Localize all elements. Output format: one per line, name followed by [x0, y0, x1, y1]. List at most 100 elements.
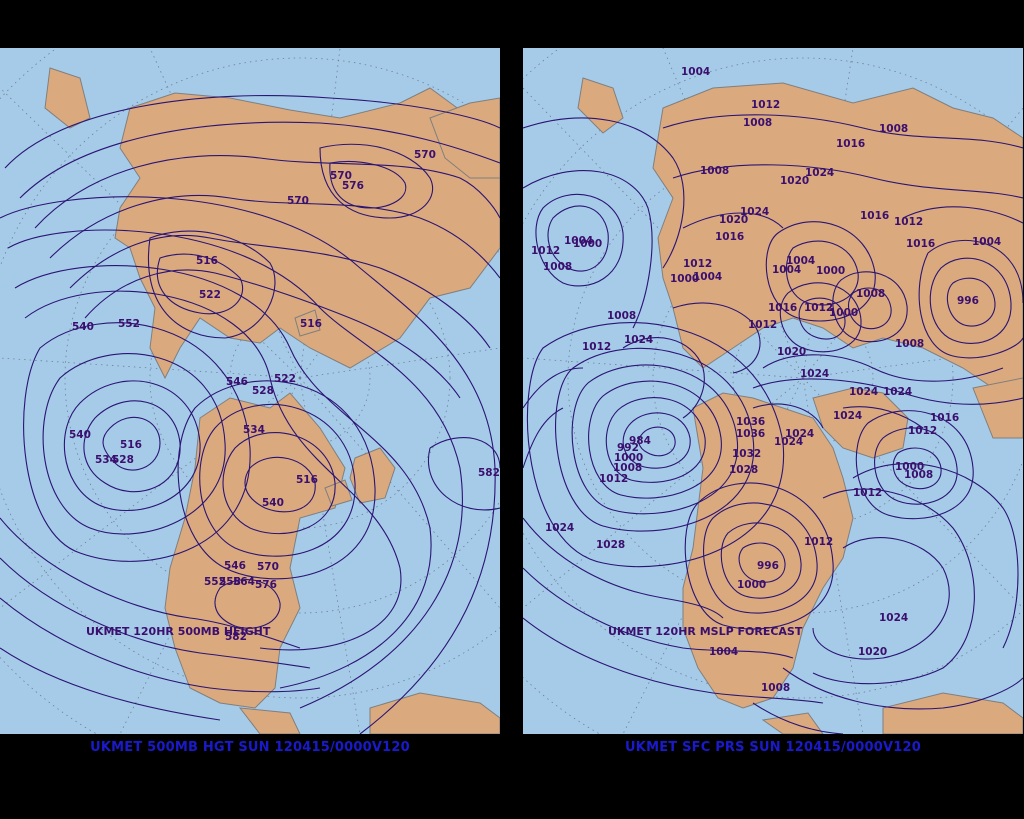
panel-caption: UKMET SFC PRS SUN 120415/0000V120 [625, 740, 921, 755]
contour-label: 558 [219, 576, 241, 588]
contour-label: 1008 [761, 682, 790, 694]
contour-label: 528 [252, 385, 274, 397]
contour-label: 546 [224, 560, 246, 572]
contour-label: 516 [296, 474, 318, 486]
landmasses [577, 77, 1023, 734]
contour-label: 1004 [681, 66, 710, 78]
contour-label: 1012 [751, 99, 780, 111]
contour-label: 1016 [768, 302, 797, 314]
contour-label: 570 [257, 561, 279, 573]
height-map-panel: 570 576 570 570 516 522 540 552 516 546 … [0, 0, 500, 819]
contour-label: 996 [757, 560, 779, 572]
height-labels: 570 576 570 570 516 522 540 552 516 546 … [69, 149, 500, 643]
contour-label: 1004 [786, 255, 815, 267]
pressure-map-panel: 1004 1012 1008 1008 1016 1008 1020 1024 … [523, 0, 1023, 819]
contour-label: 1012 [531, 245, 560, 257]
contour-label: 582 [478, 467, 500, 479]
contour-label: 552 [204, 576, 226, 588]
pressure-map: 1004 1012 1008 1008 1016 1008 1020 1024 … [523, 48, 1023, 734]
contour-label: 1012 [804, 536, 833, 548]
contour-label: 570 [414, 149, 436, 161]
contour-label: 1020 [719, 214, 748, 226]
contour-label: 1008 [904, 469, 933, 481]
contour-label: 1024 [879, 612, 908, 624]
contour-label: 1008 [743, 117, 772, 129]
contour-label: 1024 [849, 386, 878, 398]
contour-label: 996 [957, 295, 979, 307]
contour-label: 1012 [894, 216, 923, 228]
contour-label: 1016 [860, 210, 889, 222]
contour-label: 576 [342, 180, 364, 192]
contour-label: 1012 [908, 425, 937, 437]
contour-label: 1000 [614, 452, 643, 464]
contour-label: 576 [255, 579, 277, 591]
contour-label: 1004 [709, 646, 738, 658]
contour-label: 546 [226, 376, 248, 388]
contour-label: 1012 [748, 319, 777, 331]
contour-label: 1024 [800, 368, 829, 380]
height-map: 570 576 570 570 516 522 540 552 516 546 … [0, 48, 500, 734]
contour-label: 1000 [573, 238, 602, 250]
contour-label: 570 [287, 195, 309, 207]
contour-label: 1004 [564, 235, 593, 247]
contour-label: 1024 [545, 522, 574, 534]
contour-label: 1012 [582, 341, 611, 353]
contour-label: 1000 [829, 307, 858, 319]
contour-label: 1036 [736, 416, 765, 428]
contour-label: 540 [69, 429, 91, 441]
contour-label: 1012 [683, 258, 712, 270]
contour-label: 522 [199, 289, 221, 301]
contour-label: 582 [225, 631, 247, 643]
height-contours [0, 94, 500, 734]
contour-label: 1028 [729, 464, 758, 476]
contour-label: 552 [118, 318, 140, 330]
contour-label: 992 [617, 442, 639, 454]
contour-label: 1016 [906, 238, 935, 250]
contour-label: 540 [262, 497, 284, 509]
contour-label: 540 [72, 321, 94, 333]
contour-label: 1024 [833, 410, 862, 422]
contour-label: 1024 [785, 428, 814, 440]
contour-label: 534 [243, 424, 265, 436]
contour-label: 1008 [607, 310, 636, 322]
pressure-contours [523, 114, 1023, 734]
contour-label: 1024 [774, 436, 803, 448]
contour-label: 1004 [772, 264, 801, 276]
contour-label: 522 [274, 373, 296, 385]
contour-label: 1024 [883, 386, 912, 398]
contour-label: 516 [196, 255, 218, 267]
contour-label: 1024 [624, 334, 653, 346]
contour-label: 1000 [670, 273, 699, 285]
contour-label: 1032 [732, 448, 761, 460]
contour-label: 564 [233, 576, 255, 588]
contour-label: 1024 [740, 206, 769, 218]
contour-label: 1000 [737, 579, 766, 591]
contour-label: 1000 [895, 461, 924, 473]
contour-label: 1008 [856, 288, 885, 300]
map-title: UKMET 120HR MSLP FORECAST [608, 625, 803, 638]
contour-label: 1016 [715, 231, 744, 243]
contour-label: 1012 [599, 473, 628, 485]
contour-label: 1020 [858, 646, 887, 658]
contour-label: 1024 [805, 167, 834, 179]
pressure-labels: 1004 1012 1008 1008 1016 1008 1020 1024 … [531, 66, 1001, 694]
panel-caption: UKMET 500MB HGT SUN 120415/0000V120 [90, 740, 410, 755]
contour-label: 516 [120, 439, 142, 451]
contour-label: 1004 [693, 271, 722, 283]
contour-label: 1028 [596, 539, 625, 551]
contour-label: 1016 [930, 412, 959, 424]
contour-label: 1008 [895, 338, 924, 350]
contour-label: 1012 [804, 302, 833, 314]
contour-label: 528 [112, 454, 134, 466]
contour-label: 534 [95, 454, 117, 466]
contour-label: 1020 [777, 346, 806, 358]
contour-label: 1008 [700, 165, 729, 177]
contour-label: 516 [300, 318, 322, 330]
contour-label: 1016 [836, 138, 865, 150]
contour-label: 1004 [972, 236, 1001, 248]
contour-label: 1000 [816, 265, 845, 277]
contour-label: 1008 [879, 123, 908, 135]
contour-label: 1012 [853, 487, 882, 499]
contour-label: 1008 [543, 261, 572, 273]
contour-label: 1020 [780, 175, 809, 187]
